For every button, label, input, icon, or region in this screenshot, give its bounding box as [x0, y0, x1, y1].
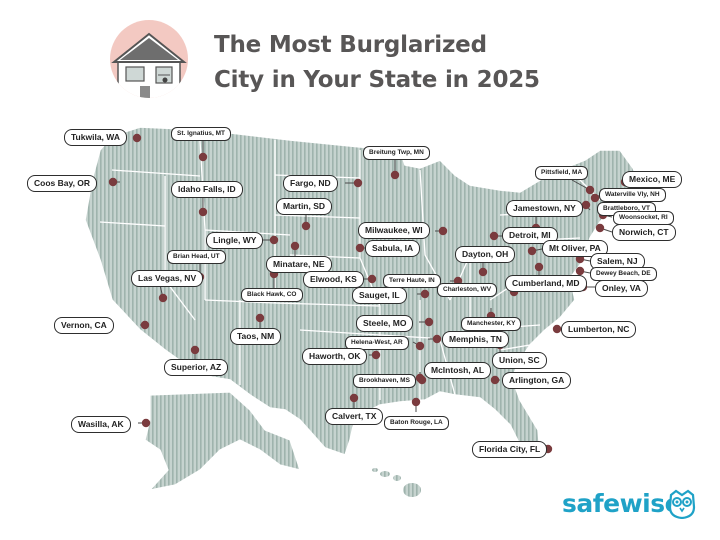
- page-title-line-1: The Most Burglarized: [214, 32, 487, 58]
- city-label: Dewey Beach, DE: [590, 267, 657, 281]
- city-label: Las Vegas, NV: [131, 270, 204, 287]
- city-label: Taos, NM: [230, 328, 282, 345]
- city-label: Charleston, WV: [437, 283, 498, 297]
- city-label: Elwood, KS: [303, 271, 364, 288]
- city-label: Onley, VA: [595, 280, 648, 297]
- city-label: Woonsocket, RI: [613, 211, 674, 225]
- city-label: Milwaukee, WI: [358, 222, 430, 239]
- owl-icon: [668, 489, 696, 519]
- city-label: Brian Head, UT: [167, 250, 226, 264]
- city-label: Idaho Falls, ID: [171, 181, 243, 198]
- city-label: Haworth, OK: [302, 348, 368, 365]
- city-label: Union, SC: [492, 352, 547, 369]
- city-label: McIntosh, AL: [424, 362, 492, 379]
- city-label: Wasilla, AK: [71, 416, 131, 433]
- alaska-shape: [144, 391, 301, 491]
- city-label: Dayton, OH: [455, 246, 516, 263]
- city-label: Florida City, FL: [472, 441, 548, 458]
- city-label: Martin, SD: [276, 198, 333, 215]
- safewise-logo: safewise: [562, 489, 682, 518]
- city-label: Steele, MO: [356, 315, 414, 332]
- city-label: Black Hawk, CO: [241, 288, 303, 302]
- city-label: Lingle, WY: [206, 232, 264, 249]
- city-label: Norwich, CT: [612, 224, 676, 241]
- city-label: St. Ignatius, MT: [171, 127, 232, 141]
- city-label: Tukwila, WA: [64, 129, 127, 146]
- city-label: Jamestown, NY: [506, 200, 583, 217]
- city-label: Baton Rouge, LA: [384, 416, 449, 430]
- city-label: Vernon, CA: [54, 317, 114, 334]
- city-label: Cumberland, MD: [505, 275, 587, 292]
- city-label: Mt Oliver, PA: [542, 240, 608, 257]
- city-label: Sabula, IA: [365, 240, 421, 257]
- city-label: Coos Bay, OR: [27, 175, 98, 192]
- hawaii-shape: [372, 468, 421, 497]
- city-label: Sauget, IL: [352, 287, 407, 304]
- city-label: Terre Haute, IN: [383, 274, 441, 288]
- city-label: Waterville Vly, NH: [599, 188, 666, 202]
- city-label: Breitung Twp, MN: [363, 146, 430, 160]
- city-label: Detroit, MI: [502, 227, 558, 244]
- city-label: Helena-West, AR: [345, 336, 409, 350]
- city-label: Mexico, ME: [622, 171, 683, 188]
- city-label: Brookhaven, MS: [353, 374, 416, 388]
- city-label: Superior, AZ: [164, 359, 229, 376]
- city-label: Minatare, NE: [266, 256, 332, 273]
- city-label: Memphis, TN: [442, 331, 509, 348]
- city-label: Arlington, GA: [502, 372, 572, 389]
- city-label: Pittsfield, MA: [535, 166, 589, 180]
- city-label: Calvert, TX: [325, 408, 384, 425]
- city-label: Lumberton, NC: [561, 321, 637, 338]
- city-label: Fargo, ND: [283, 175, 338, 192]
- page-title-line-2: City in Your State in 2025: [214, 67, 540, 93]
- city-label: Manchester, KY: [461, 317, 522, 331]
- header: The Most Burglarized City in Your State …: [0, 0, 720, 110]
- house-icon: [110, 20, 188, 98]
